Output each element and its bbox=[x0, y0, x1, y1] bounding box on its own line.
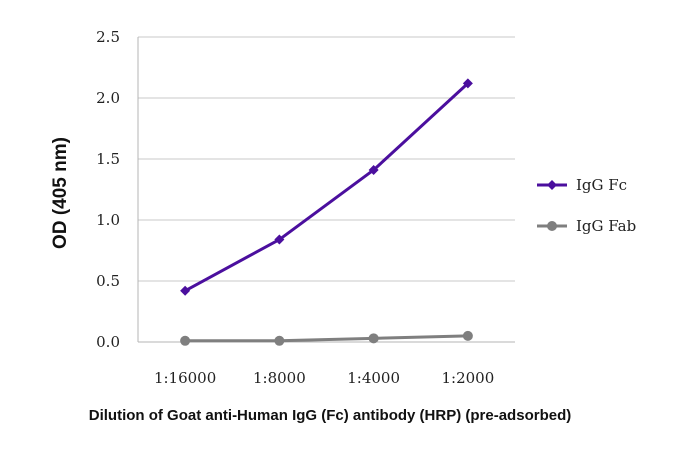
y-tick-label: 0.5 bbox=[96, 272, 120, 290]
y-tick-labels: 0.0 0.5 1.0 1.5 2.0 2.5 bbox=[96, 28, 120, 351]
igg-fab-point bbox=[274, 335, 285, 346]
igg-fab-line bbox=[185, 334, 468, 343]
y-tick-label: 2.5 bbox=[96, 28, 120, 46]
gridlines bbox=[137, 36, 515, 343]
y-tick-label: 2.0 bbox=[96, 89, 120, 107]
x-tick-labels: 1:16000 1:8000 1:4000 1:2000 bbox=[154, 369, 494, 387]
igg-fc-point bbox=[462, 78, 473, 89]
x-axis-title: Dilution of Goat anti-Human IgG (Fc) ant… bbox=[89, 407, 571, 424]
igg-fc-line bbox=[184, 82, 469, 293]
x-tick-label: 1:4000 bbox=[347, 369, 400, 387]
x-tick-label: 1:16000 bbox=[154, 369, 216, 387]
y-tick-label: 0.0 bbox=[96, 333, 120, 351]
igg-fc-point bbox=[368, 164, 379, 175]
igg-fc-point bbox=[180, 285, 191, 296]
legend-marker-igg-fab bbox=[547, 221, 557, 231]
y-tick-label: 1.5 bbox=[96, 150, 120, 168]
y-tick-label: 1.0 bbox=[96, 211, 120, 229]
igg-fab-point bbox=[368, 333, 379, 344]
legend-label-igg-fab: IgG Fab bbox=[576, 217, 636, 235]
x-tick-label: 1:8000 bbox=[253, 369, 306, 387]
legend-marker-igg-fc bbox=[547, 180, 557, 190]
legend: IgG Fc IgG Fab bbox=[537, 176, 636, 235]
legend-label-igg-fc: IgG Fc bbox=[576, 176, 627, 194]
igg-fab-point bbox=[462, 330, 473, 341]
igg-fab-point bbox=[180, 335, 191, 346]
y-axis-title: OD (405 nm) bbox=[50, 137, 71, 249]
x-tick-label: 1:2000 bbox=[441, 369, 494, 387]
igg-fc-point bbox=[274, 234, 285, 245]
series-group bbox=[180, 78, 473, 346]
